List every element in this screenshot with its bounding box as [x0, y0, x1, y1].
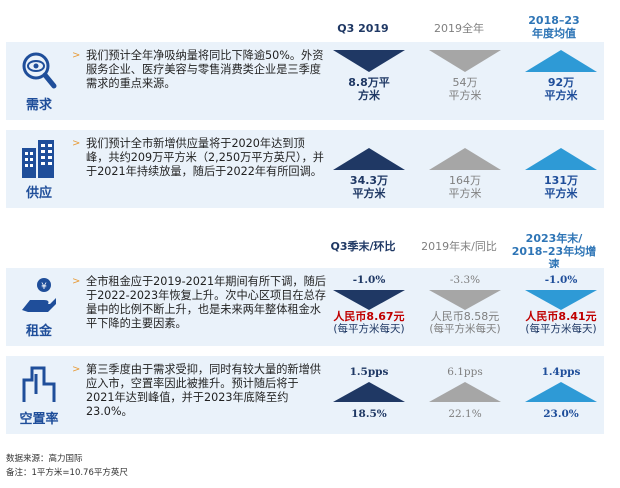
vacancy-rate: 23.0%	[543, 408, 579, 420]
row-description: 第三季度由于需求受抑，同时有较大量的新增供应入市，空置率因此被推升。预计随后将于…	[86, 363, 321, 418]
value: 131万 平方米	[516, 174, 606, 200]
row-label: 空置率	[19, 412, 59, 427]
vacancy-icon-box: 空置率	[14, 360, 64, 430]
demand-2019-cell: 54万 平方米	[420, 42, 510, 120]
bullet-arrow-icon: >	[72, 138, 81, 149]
row-vacancy: 空置率 > 第三季度由于需求受抑，同时有较大量的新增供应入市，空置率因此被推升。…	[6, 356, 604, 434]
value-line1: 92万	[547, 76, 575, 89]
value-line2: 平方米	[544, 187, 578, 200]
trend-down-triangle	[525, 290, 597, 310]
value-line1: 164万	[449, 174, 481, 187]
value-line2: 平方米	[544, 89, 578, 102]
header-2023-line1: 2023年末/	[525, 232, 583, 245]
row-description: 我们预计全市新增供应量将于2020年达到顶峰，共约209万平方米（2,250万平…	[86, 137, 324, 178]
vacancy-rate: 22.1%	[448, 408, 482, 420]
value: 164万 平方米	[420, 174, 510, 200]
trend-down-triangle	[429, 290, 501, 310]
trend-up-triangle	[525, 382, 597, 402]
rent-2023-cell: -1.0% 人民币8.41元 (每平方米每天)	[516, 268, 606, 346]
trend-down-triangle	[333, 50, 405, 72]
vacancy-2023-cell: 1.4pps 23.0%	[516, 356, 606, 434]
value-line2: 平方米	[352, 187, 386, 200]
bullet-arrow-icon: >	[72, 276, 81, 287]
footer-note: 备注：1平方米=10.76平方英尺	[6, 468, 128, 478]
row-rent: ¥ 租金 > 全市租金应于2019-2021年期间有所下调，随后于2022-20…	[6, 268, 604, 346]
value-line1: 8.8万平	[348, 76, 390, 89]
rent-icon-box: ¥ 租金	[14, 272, 64, 342]
value-line1: 34.3万	[349, 174, 389, 187]
magnifier-eye-icon	[22, 52, 57, 89]
rent-value: 人民币8.58元	[430, 310, 500, 323]
row-label: 需求	[25, 98, 52, 113]
vacancy-q3-cell: 1.5pps 18.5%	[324, 356, 414, 434]
header-2023-line2: 2018–23年均增速	[511, 245, 597, 271]
header-2023-end-cagr: 2023年末/2018–23年均增速	[508, 232, 600, 271]
vacancy-rate: 18.5%	[351, 408, 387, 420]
rent-unit: (每平方米每天)	[429, 323, 501, 335]
supply-q3-cell: 34.3万 平方米	[324, 130, 414, 208]
supply-icon-box: 供应	[14, 134, 64, 204]
trend-down-triangle	[333, 290, 405, 310]
value: 8.8万平 方米	[324, 76, 414, 102]
change-value: 6.1pps	[447, 366, 483, 378]
value-line2: 方米	[358, 89, 380, 102]
supply-2019-cell: 164万 平方米	[420, 130, 510, 208]
header-2019-end-yoy: 2019年末/同比	[421, 240, 497, 253]
header-q3-2019: Q3 2019	[337, 22, 389, 35]
header-2018-23-line2: 年度均值	[532, 27, 576, 40]
row-supply: 供应 > 我们预计全市新增供应量将于2020年达到顶峰，共约209万平方米（2,…	[6, 130, 604, 208]
demand-q3-cell: 8.8万平 方米	[324, 42, 414, 120]
trend-down-triangle	[429, 50, 501, 72]
row-description: 全市租金应于2019-2021年期间有所下调，随后于2022-2023年恢复上升…	[86, 275, 326, 330]
rent-value: 人民币8.67元	[333, 310, 405, 323]
trend-up-triangle	[525, 50, 597, 72]
rent-unit: (每平方米每天)	[525, 323, 597, 335]
rent-value: 人民币8.41元	[525, 310, 597, 323]
row-description: 我们预计全年净吸纳量将同比下降逾50%。外资服务企业、医疗美容与零售消费类企业是…	[86, 49, 324, 90]
building-outline-icon	[22, 366, 56, 402]
change-value: -3.3%	[449, 274, 481, 286]
demand-avg-cell: 92万 平方米	[516, 42, 606, 120]
trend-up-triangle	[333, 148, 405, 170]
buildings-icon	[22, 140, 54, 178]
value: 54万 平方米	[420, 76, 510, 102]
vacancy-2019-cell: 6.1pps 22.1%	[420, 356, 510, 434]
rent-q3-cell: -1.0% 人民币8.67元 (每平方米每天)	[324, 268, 414, 346]
trend-up-triangle	[333, 382, 405, 402]
row-label: 供应	[25, 186, 52, 201]
header-2019-full-year: 2019全年	[434, 22, 484, 35]
demand-icon-box: 需求	[14, 46, 64, 116]
supply-avg-cell: 131万 平方米	[516, 130, 606, 208]
value: 92万 平方米	[516, 76, 606, 102]
footer-source: 数据来源：高力国际	[6, 454, 83, 464]
trend-up-triangle	[429, 382, 501, 402]
trend-up-triangle	[429, 148, 501, 170]
rent-2019-cell: -3.3% 人民币8.58元 (每平方米每天)	[420, 268, 510, 346]
rent-unit: (每平方米每天)	[333, 323, 405, 335]
value-line1: 54万	[452, 76, 478, 89]
value-line2: 平方米	[448, 187, 482, 200]
header-2018-23-avg: 2018–23 年度均值	[508, 14, 600, 40]
value: 34.3万 平方米	[324, 174, 414, 200]
bullet-arrow-icon: >	[72, 364, 81, 375]
change-value: 1.5pps	[349, 366, 389, 378]
row-demand: 需求 > 我们预计全年净吸纳量将同比下降逾50%。外资服务企业、医疗美容与零售消…	[6, 42, 604, 120]
header-q3-end-qoq: Q3季末/环比	[330, 240, 396, 253]
value-line1: 131万	[544, 174, 578, 187]
trend-up-triangle	[525, 148, 597, 170]
header-2018-23-line1: 2018–23	[528, 14, 580, 27]
hand-coin-icon: ¥	[22, 278, 56, 312]
bullet-arrow-icon: >	[72, 50, 81, 61]
svg-text:¥: ¥	[41, 282, 47, 292]
value-line2: 平方米	[448, 89, 482, 102]
change-value: -1.0%	[544, 274, 578, 286]
change-value: -1.0%	[352, 274, 386, 286]
change-value: 1.4pps	[541, 366, 581, 378]
row-label: 租金	[25, 324, 52, 339]
